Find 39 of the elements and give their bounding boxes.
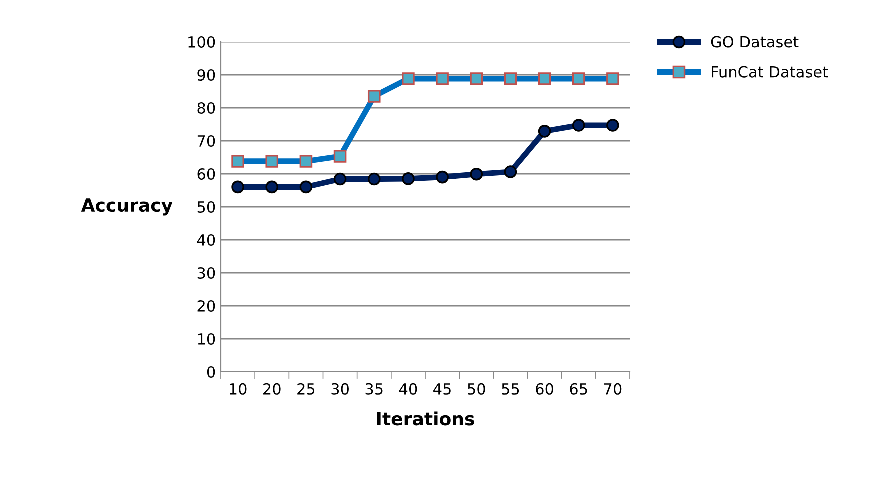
x-tick-label: 60: [536, 383, 554, 395]
point: [266, 180, 279, 194]
y-tick-label: 60: [198, 168, 216, 180]
y-tick-label: 100: [188, 36, 216, 48]
point: [470, 168, 484, 181]
x-tick-label: 35: [366, 383, 383, 395]
point: [300, 180, 313, 194]
y-tick-label: 90: [198, 69, 216, 82]
legend-label: GO Dataset: [711, 36, 799, 48]
y-axis-title: Accuracy: [81, 198, 173, 216]
y-tick-label: 80: [198, 102, 216, 114]
x-tick-label: 25: [298, 383, 315, 395]
point: [402, 172, 415, 186]
x-tick-label: 45: [434, 384, 451, 395]
x-tick-label: 10: [230, 383, 247, 395]
y-tick-label: 30: [198, 267, 216, 280]
y-tick-label: 0: [207, 366, 216, 378]
point: [436, 170, 449, 184]
point: [504, 166, 518, 178]
point: [232, 180, 244, 194]
point: [334, 172, 347, 186]
x-tick-label: 70: [604, 383, 622, 395]
point: [368, 172, 381, 186]
point: [538, 125, 552, 138]
x-tick-label: 50: [468, 383, 486, 395]
x-tick-label: 65: [570, 383, 588, 395]
y-tick-label: 50: [198, 201, 216, 214]
y-tick-label: 70: [198, 135, 216, 148]
x-tick-label: 30: [332, 383, 349, 395]
x-axis-title: Iterations: [377, 412, 474, 426]
x-tick-label: 55: [502, 384, 520, 395]
x-tick-label: 40: [399, 383, 418, 395]
y-tick-label: 10: [198, 333, 216, 346]
y-tick-label: 20: [198, 300, 216, 312]
legend-label: FunCat Dataset: [712, 66, 828, 78]
point: [572, 119, 586, 132]
y-tick-label: 40: [197, 234, 216, 246]
point: [606, 119, 620, 132]
x-tick-label: 20: [264, 383, 281, 395]
